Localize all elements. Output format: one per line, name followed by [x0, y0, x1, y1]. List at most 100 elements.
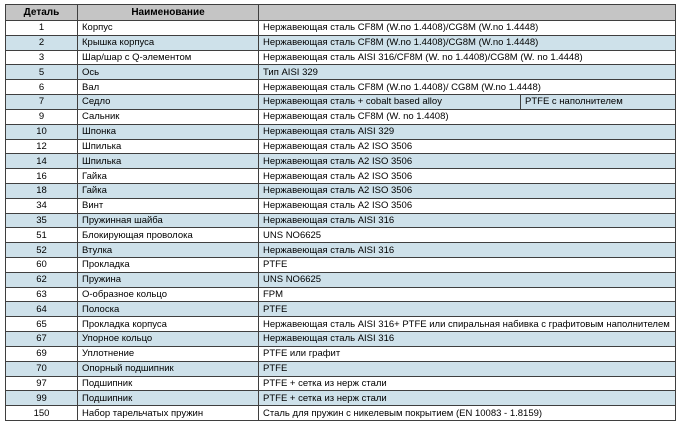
part-number-cell: 65	[5, 316, 78, 333]
material-cell: PTFE с наполнителем	[520, 94, 676, 110]
part-number-cell: 16	[5, 168, 78, 184]
part-name-cell: Гайка	[77, 182, 259, 199]
material-cell: PTFE	[258, 257, 676, 273]
part-number-cell: 18	[5, 182, 78, 199]
table-row: 16 Гайка Нержавеющая сталь A2 ISO 3506	[5, 168, 676, 184]
material-cell: PTFE или графит	[258, 345, 676, 362]
part-name-cell: Шпонка	[77, 123, 259, 140]
part-name-cell: Шпилька	[77, 153, 259, 170]
table-row: 69 Уплотнение PTFE или графит	[5, 345, 676, 362]
part-name-cell: Сальник	[77, 108, 259, 125]
part-name-cell: Вал	[77, 79, 259, 96]
part-name-cell: Крышка корпуса	[77, 34, 259, 51]
table-row: 99 Подшипник PTFE + сетка из нерж стали	[5, 390, 676, 407]
table-row: 10 Шпонка Нержавеющая сталь AISI 329	[5, 123, 676, 140]
part-number-cell: 9	[5, 108, 78, 125]
part-number-cell: 63	[5, 286, 78, 303]
material-cell: Нержавеющая сталь A2 ISO 3506	[258, 153, 676, 170]
material-cell: Нержавеющая сталь + cobalt based alloy	[258, 94, 521, 110]
part-number-cell: 14	[5, 153, 78, 170]
part-name-cell: Уплотнение	[77, 345, 259, 362]
part-number-cell: 67	[5, 331, 78, 347]
material-cell: Нержавеющая сталь AISI 316	[258, 331, 676, 347]
table-row: 64 Полоска PTFE	[5, 301, 676, 318]
part-name-cell: Набор тарельчатых пружин	[77, 405, 259, 421]
part-name-cell: Гайка	[77, 168, 259, 184]
part-number-cell: 64	[5, 301, 78, 318]
material-cell: Нержавеющая сталь A2 ISO 3506	[258, 138, 676, 155]
part-name-cell: Седло	[77, 94, 259, 110]
material-cell: UNS NO6625	[258, 271, 676, 288]
part-number-cell: 3	[5, 49, 78, 66]
table-row: 70 Опорный подшипник PTFE	[5, 360, 676, 377]
parts-table: Деталь Наименование 1 Корпус Нержавеющая с…	[5, 4, 676, 421]
header-material	[258, 4, 676, 21]
part-number-cell: 1	[5, 20, 78, 36]
material-cell: UNS NO6625	[258, 227, 676, 244]
material-cell: Нержавеющая сталь A2 ISO 3506	[258, 197, 676, 214]
material-cell: Нержавеющая сталь AISI 316/CF8M (W. no 1…	[258, 49, 676, 66]
material-cell: Нержавеющая сталь AISI 316+ PTFE или спи…	[258, 316, 676, 333]
table-row: 6 Вал Нержавеющая сталь CF8M (W.no 1.4408)…	[5, 79, 676, 96]
part-name-cell: Пружина	[77, 271, 259, 288]
part-number-cell: 34	[5, 197, 78, 214]
part-name-cell: Опорный подшипник	[77, 360, 259, 377]
material-cell: PTFE + сетка из нерж стали	[258, 390, 676, 407]
part-number-cell: 10	[5, 123, 78, 140]
part-number-cell: 51	[5, 227, 78, 244]
material-cell: Нержавеющая сталь A2 ISO 3506	[258, 182, 676, 199]
table-row: 5 Ось Тип AISI 329	[5, 64, 676, 81]
material-cell: PTFE	[258, 301, 676, 318]
part-number-cell: 99	[5, 390, 78, 407]
table-row: 51 Блокирующая проволока UNS NO6625	[5, 227, 676, 244]
part-number-cell: 97	[5, 375, 78, 392]
part-name-cell: Подшипник	[77, 390, 259, 407]
material-cell: Нержавеющая сталь CF8M (W.no 1.4408)/CG8…	[258, 34, 676, 51]
part-name-cell: Прокладка	[77, 257, 259, 273]
part-name-cell: Блокирующая проволока	[77, 227, 259, 244]
header-part: Деталь	[5, 4, 78, 21]
part-name-cell: Упорное кольцо	[77, 331, 259, 347]
part-number-cell: 52	[5, 242, 78, 258]
material-cell: Нержавеющая сталь CF8M (W. no 1.4408)	[258, 108, 676, 125]
table-row: 2 Крышка корпуса Нержавеющая сталь CF8M (W…	[5, 34, 676, 51]
table-row: 97 Подшипник PTFE + сетка из нерж стали	[5, 375, 676, 392]
table-row: 18 Гайка Нержавеющая сталь A2 ISO 3506	[5, 182, 676, 199]
material-cell: Тип AISI 329	[258, 64, 676, 81]
part-number-cell: 62	[5, 271, 78, 288]
table-row: 1 Корпус Нержавеющая сталь CF8M (W.no 1.44…	[5, 20, 676, 36]
table-row: 9 Сальник Нержавеющая сталь CF8M (W. no 1.…	[5, 108, 676, 125]
part-number-cell: 60	[5, 257, 78, 273]
part-number-cell: 2	[5, 34, 78, 51]
table-row: 14 Шпилька Нержавеющая сталь A2 ISO 3506	[5, 153, 676, 170]
table-row: 34 Винт Нержавеющая сталь A2 ISO 3506	[5, 197, 676, 214]
header-row: Деталь Наименование	[5, 4, 676, 21]
material-cell: Нержавеющая сталь AISI 316	[258, 242, 676, 258]
part-number-cell: 7	[5, 94, 78, 110]
material-cell: Нержавеющая сталь AISI 316	[258, 212, 676, 229]
table-row: 63 О-образное кольцо FPM	[5, 286, 676, 303]
table-row: 35 Пружинная шайба Нержавеющая сталь AISI …	[5, 212, 676, 229]
table-row: 3 Шар/шар с Q-элементом Нержавеющая сталь …	[5, 49, 676, 66]
material-cell: Нержавеющая сталь A2 ISO 3506	[258, 168, 676, 184]
table-row: 65 Прокладка корпуса Нержавеющая сталь AIS…	[5, 316, 676, 333]
table-row: 7 Седло Нержавеющая сталь + cobalt based a…	[5, 94, 676, 110]
part-number-cell: 69	[5, 345, 78, 362]
part-name-cell: Винт	[77, 197, 259, 214]
parts-table-body: 1 Корпус Нержавеющая сталь CF8M (W.no 1.44…	[5, 20, 676, 421]
table-row: 12 Шпилька Нержавеющая сталь A2 ISO 3506	[5, 138, 676, 155]
header-name: Наименование	[77, 4, 259, 21]
part-name-cell: Втулка	[77, 242, 259, 258]
table-row: 62 Пружина UNS NO6625	[5, 271, 676, 288]
table-row: 52 Втулка Нержавеющая сталь AISI 316	[5, 242, 676, 258]
part-name-cell: О-образное кольцо	[77, 286, 259, 303]
material-cell: Нержавеющая сталь CF8M (W.no 1.4408)/CG8…	[258, 20, 676, 36]
material-cell: PTFE	[258, 360, 676, 377]
material-cell: Нержавеющая сталь AISI 329	[258, 123, 676, 140]
part-number-cell: 150	[5, 405, 78, 421]
part-name-cell: Пружинная шайба	[77, 212, 259, 229]
part-name-cell: Полоска	[77, 301, 259, 318]
material-cell: Нержавеющая сталь CF8M (W.no 1.4408)/ CG…	[258, 79, 676, 96]
part-number-cell: 12	[5, 138, 78, 155]
